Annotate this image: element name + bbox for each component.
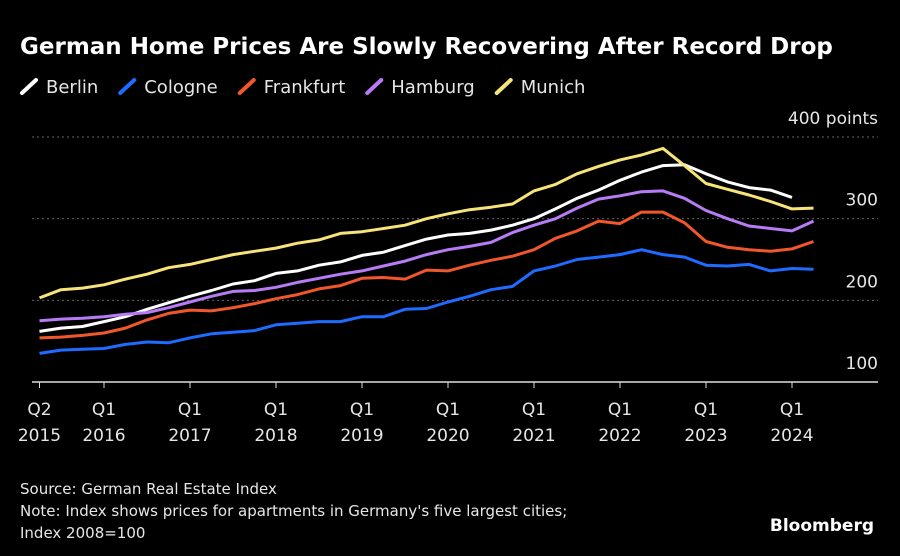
series-line <box>39 210 814 340</box>
legend-label: Munich <box>521 77 586 98</box>
series-line <box>38 146 814 300</box>
y-tick-label: 400 points <box>788 109 878 129</box>
series-line <box>39 163 793 333</box>
y-tick-label: 100 <box>846 354 878 374</box>
x-tick-label: Q1 2016 <box>82 400 125 446</box>
series-line <box>39 248 814 355</box>
x-tick-label: Q1 2018 <box>254 400 297 446</box>
legend-label: Cologne <box>144 77 218 98</box>
x-tick-label: Q1 2017 <box>168 400 211 446</box>
x-tick-label: Q1 2023 <box>684 400 727 446</box>
y-tick-label: 300 <box>846 191 878 211</box>
x-tick-label: Q1 2024 <box>770 400 813 446</box>
chart-title: German Home Prices Are Slowly Recovering… <box>20 34 833 60</box>
legend-label: Hamburg <box>391 77 474 98</box>
legend-label: Frankfurt <box>264 77 346 98</box>
legend-marker <box>494 78 513 95</box>
x-tick-label: Q1 2019 <box>340 400 383 446</box>
x-tick-label: Q1 2021 <box>512 400 555 446</box>
x-tick-label: Q1 2022 <box>598 400 641 446</box>
y-tick-label: 200 <box>846 272 878 292</box>
x-tick-label: Q2 2015 <box>18 400 61 446</box>
source: Source: German Real Estate Index <box>20 480 277 498</box>
legend-marker <box>20 78 38 95</box>
x-tick-label: Q1 2020 <box>426 400 469 446</box>
note: Index 2008=100 <box>20 524 145 542</box>
series-line <box>39 189 815 323</box>
legend-label: Berlin <box>46 77 98 98</box>
brand: Bloomberg <box>770 516 874 536</box>
legend-marker <box>118 78 137 95</box>
legend-marker <box>237 78 256 95</box>
note: Note: Index shows prices for apartments … <box>20 502 567 520</box>
legend-marker <box>365 78 384 95</box>
